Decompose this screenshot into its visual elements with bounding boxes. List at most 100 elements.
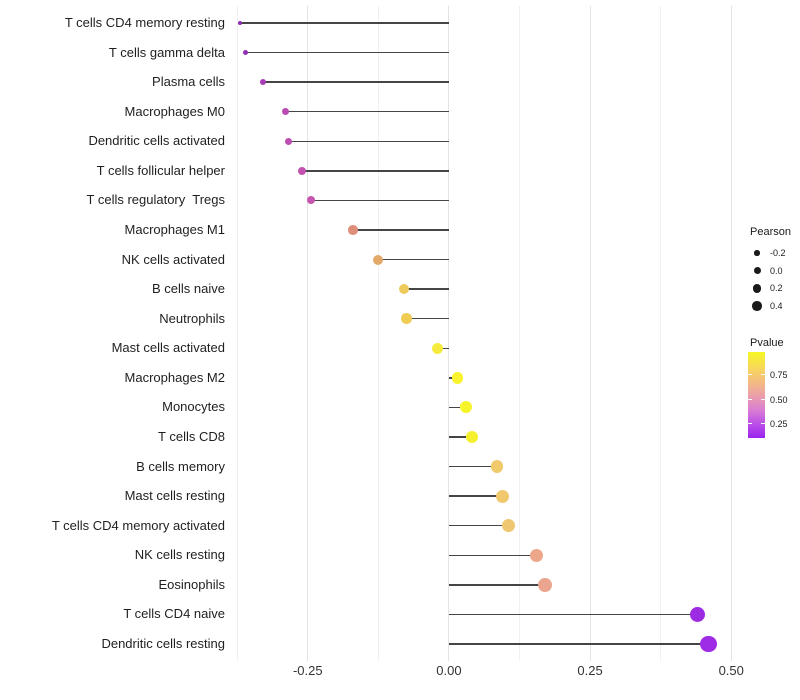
y-axis-category-label: Macrophages M0 <box>124 103 225 119</box>
y-axis-category-label: T cells CD8 <box>158 429 225 444</box>
lollipop-stem <box>378 258 449 261</box>
data-point-dot <box>501 519 515 533</box>
y-axis-category-label: T cells follicular helper <box>96 162 225 178</box>
lollipop-stem <box>403 288 449 290</box>
plot-panel <box>231 6 738 661</box>
y-axis-category-label: Neutrophils <box>159 310 225 326</box>
data-point-dot <box>398 284 409 295</box>
data-point-dot <box>490 460 504 473</box>
lollipop-stem <box>448 613 698 616</box>
pearson-legend-dot <box>752 284 762 293</box>
pearson-legend-label: 0.0 <box>770 265 783 276</box>
y-axis-category-label: B cells naive <box>152 281 225 297</box>
colorbar-tick-mark <box>748 374 752 376</box>
data-point-dot <box>529 548 544 563</box>
lollipop-stem <box>352 229 449 231</box>
data-point-dot <box>348 225 358 235</box>
minor-gridline <box>660 6 662 661</box>
y-axis-category-label: T cells CD4 memory activated <box>51 517 225 533</box>
x-axis-labels: -0.25 0.00 0.25 0.50 <box>231 663 744 681</box>
data-point-dot <box>401 313 412 324</box>
data-point-dot <box>373 254 384 265</box>
lollipop-stem <box>448 643 709 645</box>
pearson-legend-label: 0.2 <box>770 283 783 294</box>
lollipop-stem <box>310 199 449 202</box>
lollipop-stem <box>448 465 497 468</box>
y-axis-category-label: Macrophages M1 <box>124 222 225 237</box>
data-point-dot <box>259 79 266 86</box>
y-axis-category-label: Dendritic cells activated <box>88 133 225 149</box>
y-axis-category-label: NK cells resting <box>134 547 225 563</box>
lollipop-stem <box>288 140 449 142</box>
major-gridline <box>307 6 309 661</box>
pearson-legend-label: 0.4 <box>770 301 783 312</box>
y-axis-category-label: Plasma cells <box>152 74 225 90</box>
lollipop-stem <box>437 347 449 349</box>
pvalue-colorbar <box>748 352 765 438</box>
y-axis-category-label: Mast cells activated <box>111 340 225 356</box>
minor-gridline <box>236 6 238 661</box>
lollipop-stem <box>240 22 449 24</box>
pvalue-legend-label: 0.25 <box>770 418 788 429</box>
colorbar-tick-mark <box>761 423 765 425</box>
data-point-dot <box>465 431 478 443</box>
pearson-legend-dot <box>754 250 760 256</box>
x-axis-tick-label: 0.50 <box>718 663 744 678</box>
y-axis-category-label: Macrophages M2 <box>124 369 225 385</box>
pvalue-legend-label: 0.75 <box>770 369 788 380</box>
colorbar-tick-mark <box>748 399 752 401</box>
y-axis-labels: T cells CD4 memory resting T cells gamma … <box>0 6 225 661</box>
y-axis-category-label: T cells CD4 naive <box>123 606 225 622</box>
lollipop-stem <box>302 170 449 172</box>
data-point-dot <box>284 137 292 145</box>
data-point-dot <box>700 635 717 653</box>
y-axis-category-label: Dendritic cells resting <box>101 636 225 651</box>
lollipop-stem <box>448 554 537 556</box>
lollipop-stem <box>406 318 449 320</box>
data-point-dot <box>459 401 472 414</box>
x-axis-tick-label: 0.25 <box>577 663 603 678</box>
pvalue-color-legend-title: Pvalue <box>750 337 784 349</box>
pearson-legend-label: -0.2 <box>770 248 786 258</box>
data-point-dot <box>432 342 444 354</box>
lollipop-stem <box>448 584 545 586</box>
data-point-dot <box>689 606 706 623</box>
colorbar-tick-mark <box>761 374 765 376</box>
major-gridline <box>730 6 732 661</box>
major-gridline <box>448 6 450 661</box>
data-point-dot <box>451 372 464 384</box>
y-axis-category-label: T cells regulatory Tregs <box>86 192 225 208</box>
data-point-dot <box>281 108 289 116</box>
y-axis-category-label: NK cells activated <box>121 251 225 267</box>
lollipop-stem <box>262 81 449 83</box>
data-point-dot <box>243 50 249 56</box>
lollipop-stem <box>448 525 509 527</box>
lollipop-stem <box>448 495 503 497</box>
y-axis-category-label: Mast cells resting <box>124 488 225 504</box>
minor-gridline <box>377 6 379 661</box>
data-point-dot <box>496 489 510 503</box>
lollipop-stem <box>245 51 449 54</box>
x-axis-tick-label: -0.25 <box>292 663 323 678</box>
y-axis-category-label: Monocytes <box>162 399 225 415</box>
pearson-size-legend-title: Pearson <box>750 226 791 238</box>
pvalue-legend-label: 0.50 <box>770 394 788 405</box>
x-axis-tick-label: 0.00 <box>436 663 462 678</box>
y-axis-category-label: B cells memory <box>136 458 225 474</box>
minor-gridline <box>519 6 520 661</box>
lollipop-stem <box>285 111 449 113</box>
pearson-legend-dot <box>753 267 761 275</box>
data-point-dot <box>306 196 315 205</box>
lollipop-stem <box>448 406 466 409</box>
major-gridline <box>589 6 591 661</box>
colorbar-tick-mark <box>748 423 752 425</box>
pearson-legend-dot <box>752 301 762 311</box>
data-point-dot <box>237 20 243 26</box>
data-point-dot <box>537 577 552 592</box>
colorbar-tick-mark <box>761 399 765 401</box>
y-axis-category-label: T cells CD4 memory resting <box>64 15 225 30</box>
data-point-dot <box>298 166 307 175</box>
y-axis-category-label: Eosinophils <box>158 576 226 592</box>
lollipop-stem <box>448 436 472 438</box>
